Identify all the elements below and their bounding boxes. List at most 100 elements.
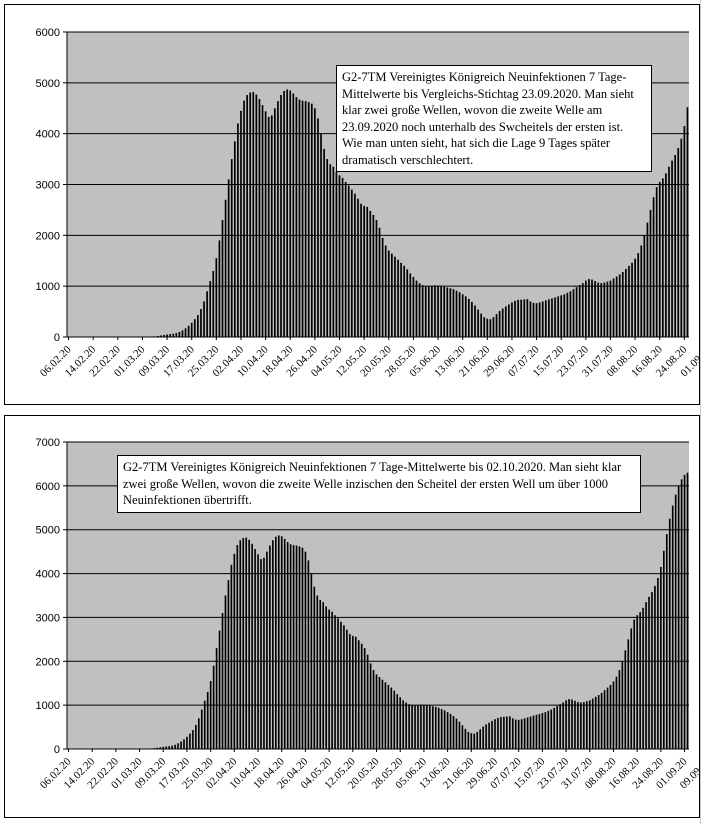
bar bbox=[270, 115, 273, 338]
y-tick-label: 3000 bbox=[36, 612, 60, 624]
bar bbox=[233, 553, 236, 749]
bar bbox=[652, 197, 655, 337]
bar bbox=[671, 505, 674, 749]
bar bbox=[491, 720, 493, 749]
bar bbox=[295, 545, 298, 749]
bar bbox=[658, 181, 661, 337]
bar bbox=[283, 538, 286, 749]
bar bbox=[492, 317, 495, 337]
bar bbox=[200, 709, 203, 749]
bar bbox=[535, 303, 538, 337]
bar bbox=[634, 258, 636, 337]
bar bbox=[366, 654, 369, 749]
bar bbox=[337, 618, 339, 749]
bar bbox=[263, 557, 265, 749]
bar bbox=[458, 292, 461, 337]
bar bbox=[304, 101, 307, 337]
bar bbox=[260, 559, 262, 749]
bar bbox=[203, 301, 205, 337]
bar bbox=[212, 665, 215, 749]
bar bbox=[424, 286, 427, 337]
bar bbox=[473, 733, 476, 749]
bar bbox=[477, 309, 479, 337]
bar bbox=[239, 540, 242, 749]
bar bbox=[504, 306, 507, 337]
bar bbox=[520, 299, 523, 337]
bar bbox=[482, 726, 484, 749]
y-tick-label: 3000 bbox=[36, 180, 60, 192]
bar bbox=[553, 707, 556, 749]
bar bbox=[405, 702, 407, 749]
bar bbox=[624, 650, 627, 749]
bar bbox=[363, 648, 366, 749]
bar bbox=[603, 282, 606, 337]
bar bbox=[421, 285, 424, 337]
bar bbox=[514, 719, 517, 749]
bar bbox=[171, 745, 173, 749]
bar bbox=[495, 314, 498, 338]
bar bbox=[418, 283, 421, 337]
bar bbox=[520, 719, 523, 749]
chart-panel-oct02: 0 1000 2000 3000 4000 5000 6000 7000 06.02.20 14.… bbox=[4, 415, 700, 818]
bar bbox=[511, 718, 514, 749]
bar bbox=[412, 277, 415, 337]
bar bbox=[538, 713, 541, 749]
bar bbox=[683, 474, 686, 749]
bar bbox=[354, 193, 356, 337]
bar bbox=[680, 479, 683, 749]
bar bbox=[292, 545, 295, 749]
bar bbox=[369, 210, 372, 337]
bar bbox=[230, 159, 233, 337]
bar bbox=[494, 719, 496, 749]
bar bbox=[227, 179, 230, 337]
bar bbox=[474, 305, 476, 337]
bar bbox=[328, 609, 330, 749]
bar bbox=[289, 544, 292, 749]
bar bbox=[209, 281, 212, 337]
bar bbox=[588, 700, 591, 749]
bar bbox=[577, 702, 579, 749]
bar bbox=[344, 181, 347, 337]
bar bbox=[677, 147, 680, 337]
y-tick-label: 0 bbox=[54, 332, 60, 344]
bar bbox=[657, 577, 659, 749]
bar bbox=[334, 615, 336, 749]
bar bbox=[639, 612, 641, 749]
bar bbox=[671, 160, 673, 337]
bar bbox=[183, 739, 185, 749]
bar bbox=[497, 717, 499, 749]
bar bbox=[252, 91, 255, 337]
bar bbox=[274, 108, 276, 337]
bar bbox=[375, 220, 378, 337]
bar bbox=[429, 705, 431, 749]
bar bbox=[408, 704, 410, 749]
bar bbox=[233, 141, 236, 337]
bar bbox=[559, 704, 561, 749]
bar bbox=[251, 543, 253, 749]
bar bbox=[642, 607, 644, 749]
bar bbox=[655, 187, 658, 337]
bar bbox=[663, 550, 665, 749]
bar bbox=[375, 674, 378, 749]
bar bbox=[551, 298, 553, 337]
bar bbox=[612, 681, 615, 749]
bar bbox=[350, 189, 353, 337]
bar bbox=[206, 691, 209, 749]
bar bbox=[236, 545, 239, 749]
bar bbox=[517, 299, 519, 337]
bar bbox=[193, 319, 196, 337]
bar bbox=[427, 286, 430, 337]
bar bbox=[227, 580, 230, 749]
bar bbox=[381, 679, 384, 749]
bar bbox=[668, 518, 671, 749]
bar bbox=[206, 291, 208, 337]
bar bbox=[665, 534, 668, 749]
bar bbox=[163, 334, 165, 337]
bar bbox=[200, 309, 202, 337]
bar bbox=[178, 332, 181, 337]
bar bbox=[255, 94, 258, 338]
bar bbox=[165, 746, 168, 749]
y-tick-label: 6000 bbox=[36, 27, 60, 39]
bar bbox=[160, 335, 162, 337]
bar bbox=[277, 101, 279, 337]
